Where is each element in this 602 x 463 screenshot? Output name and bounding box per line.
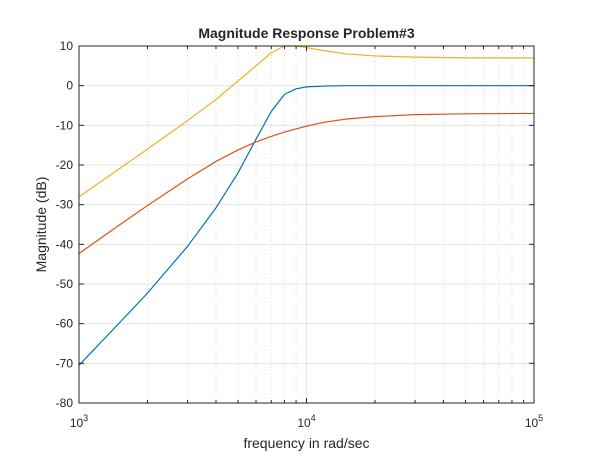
chart-title: Magnitude Response Problem#3 — [198, 25, 414, 41]
series-line-2 — [78, 112, 535, 254]
series-line-1 — [78, 85, 534, 366]
x-tick-label: 105 — [525, 413, 543, 430]
y-tick-label: -40 — [56, 237, 74, 251]
y-tick-labels: 10 0 -10 -20 -30 -40 -50 -60 -70 -80 — [56, 39, 74, 410]
tick-marks — [78, 45, 535, 404]
x-tick-labels: 103 104 105 — [70, 413, 543, 430]
y-tick-label: 10 — [60, 39, 74, 53]
y-tick-label: -60 — [56, 317, 74, 331]
x-axis-label: frequency in rad/sec — [243, 435, 369, 451]
y-tick-label: -80 — [56, 396, 74, 410]
x-tick-label: 104 — [297, 413, 315, 430]
y-tick-label: -10 — [56, 118, 74, 132]
y-tick-label: -20 — [56, 158, 74, 172]
y-axis-label: Magnitude (dB) — [33, 177, 49, 273]
y-tick-label: 0 — [66, 79, 73, 93]
x-tick-label: 103 — [70, 413, 88, 430]
y-tick-label: -50 — [56, 277, 74, 291]
y-tick-label: -30 — [56, 198, 74, 212]
y-tick-label: -70 — [56, 356, 74, 370]
